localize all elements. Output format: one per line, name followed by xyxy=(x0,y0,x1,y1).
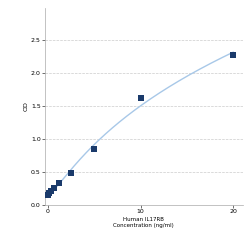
Point xyxy=(52,186,56,190)
Point xyxy=(231,53,235,57)
Point xyxy=(57,180,61,184)
Y-axis label: OD: OD xyxy=(23,101,28,111)
Point xyxy=(47,191,51,195)
Point xyxy=(138,96,142,100)
X-axis label: Human IL17RB
Concentration (ng/ml): Human IL17RB Concentration (ng/ml) xyxy=(114,217,174,228)
Point xyxy=(49,189,53,193)
Point xyxy=(92,147,96,151)
Point xyxy=(69,171,73,175)
Point xyxy=(46,193,50,197)
